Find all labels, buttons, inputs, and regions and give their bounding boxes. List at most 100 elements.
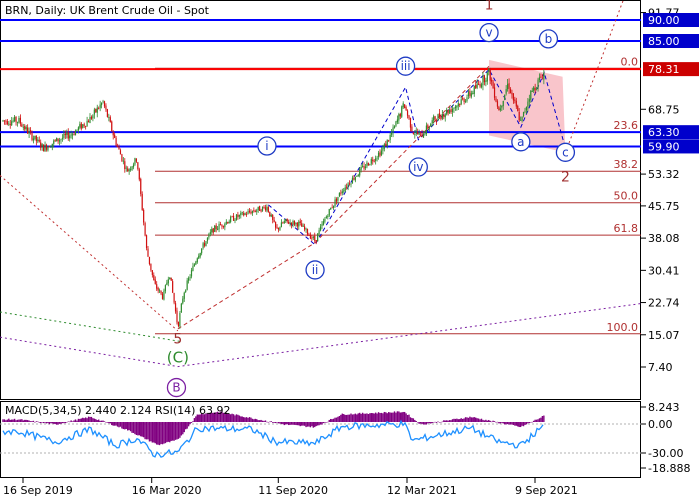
candle-body <box>90 116 93 119</box>
candle-body <box>321 224 323 227</box>
candle-body <box>422 134 425 138</box>
macd-hist-bar <box>509 422 512 425</box>
indicator-title: MACD(5,34,5) 2.440 2.124 RSI(14) 63.92 <box>5 404 230 417</box>
candle-body <box>409 117 412 128</box>
macd-hist-bar <box>282 422 284 425</box>
macd-hist-bar <box>496 421 499 423</box>
candle-body <box>217 228 219 230</box>
candle-body <box>76 129 78 131</box>
candle-body <box>467 91 470 97</box>
macd-hist-bar <box>524 422 526 425</box>
candle-body <box>473 86 475 94</box>
macd-hist-bar <box>205 413 207 422</box>
candle-body <box>327 216 329 217</box>
macd-hist-bar <box>290 422 293 425</box>
candle-body <box>101 102 103 106</box>
macd-hist-bar <box>218 412 220 422</box>
macd-hist-bar <box>169 422 171 443</box>
macd-hist-bar <box>377 412 380 422</box>
macd-hist-bar <box>41 422 43 423</box>
macd-hist-bar <box>292 422 294 425</box>
candle-body <box>504 94 506 100</box>
macd-hist-bar <box>461 418 464 422</box>
candle-body <box>32 138 35 141</box>
macd-hist-bar <box>93 418 96 422</box>
macd-hist-bar <box>411 417 413 422</box>
candle-body <box>334 199 336 206</box>
candle-body <box>85 126 87 127</box>
candle-body <box>143 209 145 223</box>
candle-body <box>457 103 459 107</box>
candle-body <box>292 220 294 225</box>
candle-body <box>335 198 338 202</box>
candle-body <box>425 125 427 135</box>
candle-body <box>38 140 40 142</box>
candle-body <box>304 226 306 230</box>
macd-hist-bar <box>60 422 62 424</box>
macd-hist-bar <box>382 413 384 422</box>
macd-hist-bar <box>198 414 200 422</box>
macd-hist-bar <box>289 422 291 425</box>
macd-hist-bar <box>415 421 417 422</box>
macd-hist-bar <box>477 418 480 422</box>
candle-body <box>273 219 275 223</box>
macd-hist-bar <box>541 416 544 422</box>
candle-body <box>99 104 101 108</box>
candle-body <box>314 235 316 241</box>
macd-hist-bar <box>256 419 258 422</box>
macd-hist-bar <box>273 422 275 423</box>
macd-hist-bar <box>214 412 216 422</box>
macd-hist-bar <box>164 422 167 444</box>
macd-hist-bar <box>125 422 127 429</box>
candle-body <box>543 72 545 80</box>
macd-hist-bar <box>405 413 407 422</box>
candle-body <box>360 167 362 170</box>
macd-hist-bar <box>102 420 104 422</box>
candle-body <box>244 213 246 215</box>
candle-body <box>479 84 481 87</box>
macd-hist-bar <box>219 411 222 422</box>
wave-label-iii-text: iii <box>401 59 411 73</box>
x-axis-label: 12 Mar 2021 <box>387 484 457 497</box>
candle-body <box>232 215 235 221</box>
macd-hist-bar <box>522 422 525 427</box>
macd-hist-bar <box>490 421 493 423</box>
macd-hist-bar <box>119 422 122 427</box>
macd-hist-bar <box>45 422 48 424</box>
candle-body <box>341 191 343 194</box>
trend-line-red-lower <box>177 242 316 330</box>
macd-hist-bar <box>350 413 352 422</box>
macd-hist-bar <box>19 419 22 422</box>
correction-zone <box>489 59 566 153</box>
macd-hist-bar <box>6 419 9 422</box>
candle-body <box>464 100 467 102</box>
macd-hist-bar <box>512 422 515 425</box>
macd-hist-bar <box>466 417 468 422</box>
candle-body <box>514 99 516 101</box>
macd-hist-bar <box>321 422 323 425</box>
macd-hist-bar <box>530 422 532 423</box>
candle-body <box>493 87 496 98</box>
candle-body <box>369 164 371 165</box>
macd-hist-bar <box>450 420 452 422</box>
candle-body <box>128 169 130 172</box>
candle-body <box>237 214 239 218</box>
macd-hist-bar <box>518 422 520 428</box>
candle-body <box>344 187 346 192</box>
candle-body <box>111 121 113 131</box>
candle-body <box>405 107 407 111</box>
candle-body <box>330 207 332 210</box>
candle-body <box>528 99 530 102</box>
macd-hist-bar <box>396 411 399 422</box>
candle-body <box>453 108 455 109</box>
macd-hist-bar <box>29 421 32 422</box>
macd-hist-bar <box>308 422 310 427</box>
level-label-box <box>643 125 699 140</box>
candle-body <box>318 230 320 234</box>
candle-body <box>24 126 26 130</box>
candle-body <box>174 303 177 312</box>
macd-hist-bar <box>38 422 40 423</box>
candle-body <box>462 98 464 100</box>
macd-hist-bar <box>258 420 261 422</box>
candle-body <box>140 178 142 194</box>
